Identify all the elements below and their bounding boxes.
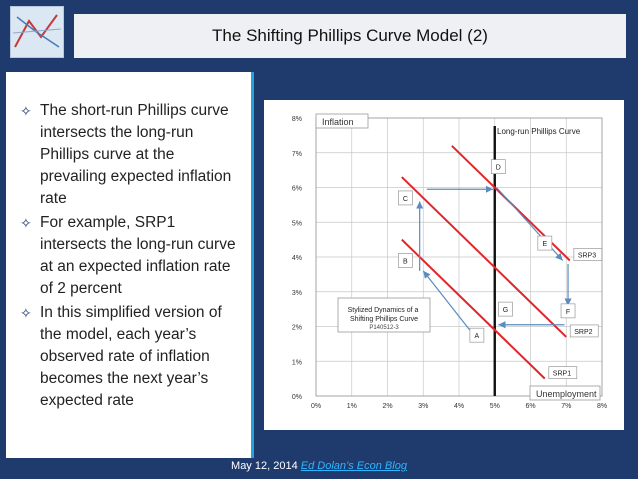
x-tick-label: 8% <box>597 403 607 410</box>
y-tick-label: 1% <box>292 359 302 366</box>
y-tick-labels: 0% 1% 2% 3% 4% 5% 6% 7% 8% <box>292 116 302 401</box>
point-label-box <box>498 301 513 317</box>
title-bar: The Shifting Phillips Curve Model (2) <box>74 14 626 58</box>
y-tick-label: 4% <box>292 255 302 262</box>
bullet-panel: ✧ The short-run Phillips curve intersect… <box>6 72 254 458</box>
x-tick-label: 4% <box>454 403 464 410</box>
point-label: C <box>403 196 408 203</box>
star-bullet-icon: ✧ <box>20 305 32 321</box>
star-bullet-icon: ✧ <box>20 215 32 231</box>
point-label-box <box>560 303 576 319</box>
logo-graphic <box>11 7 63 57</box>
short-run-curve-line <box>401 176 567 338</box>
bullet-item: ✧ The short-run Phillips curve intersect… <box>20 100 245 210</box>
point-label: D <box>496 165 501 172</box>
bullet-item: ✧ For example, SRP1 intersects the long-… <box>20 212 245 300</box>
blog-logo <box>10 6 64 58</box>
slide-title: The Shifting Phillips Curve Model (2) <box>212 26 488 45</box>
phillips-diagram-svg: 0% 1% 2% 3% 4% 5% 6% 7% 8% 0% 1% 2% 3% 4% 5% 6% 7% 8% In… <box>292 113 607 410</box>
curve-label: SRP2 <box>574 329 592 336</box>
x-tick-label: 7% <box>561 403 571 410</box>
point-label-box <box>490 159 506 175</box>
y-tick-label: 8% <box>292 116 302 123</box>
point-label-box <box>398 253 413 268</box>
x-tick-label: 6% <box>525 403 535 410</box>
x-tick-label: 1% <box>347 403 357 410</box>
footer-date: May 12, 2014 <box>231 460 298 472</box>
curve-label-box <box>569 324 599 338</box>
point-label: A <box>475 333 480 340</box>
y-tick-label: 3% <box>292 290 302 297</box>
point-label: G <box>503 307 508 314</box>
point-label-box <box>537 235 553 251</box>
x-tick-label: 0% <box>311 403 321 410</box>
bullet-text: The short-run Phillips curve intersects … <box>40 102 232 207</box>
curve-label: SRP1 <box>553 371 571 378</box>
x-tick-label: 2% <box>382 403 392 410</box>
lrpc-label: Long-run Phillips Curve <box>497 127 581 136</box>
x-axis-label: Unemployment <box>536 389 597 399</box>
bullet-text: In this simplified version of the model,… <box>40 304 222 409</box>
curve-label: SRP3 <box>578 252 596 259</box>
legend-box-title: Stylized Dynamics of a Shifting Phillips… <box>348 307 421 323</box>
y-tick-label: 5% <box>292 220 302 227</box>
y-axis-label-box <box>315 113 369 129</box>
short-run-curve-line <box>401 238 546 380</box>
bullet-item: ✧ In this simplified version of the mode… <box>20 302 245 412</box>
x-tick-label: 5% <box>490 403 500 410</box>
x-tick-labels: 0% 1% 2% 3% 4% 5% 6% 7% 8% <box>311 403 607 410</box>
star-bullet-icon: ✧ <box>20 103 32 119</box>
y-tick-label: 7% <box>292 151 302 158</box>
point-label-box <box>469 327 485 343</box>
curve-label-box <box>548 366 578 379</box>
point-label-box <box>398 190 413 206</box>
legend-box <box>337 297 431 333</box>
y-tick-label: 6% <box>292 186 302 193</box>
short-run-curves: SRP1 SRP2 SRP3 <box>401 145 603 380</box>
point-label: B <box>403 258 408 265</box>
legend-box-code: P140512-3 <box>369 325 399 331</box>
point-label: F <box>566 309 570 316</box>
point-label: E <box>542 241 547 248</box>
footer: May 12, 2014 Ed Dolan’s Econ Blog <box>0 460 638 472</box>
footer-link[interactable]: Ed Dolan’s Econ Blog <box>300 460 407 472</box>
y-axis-label: Inflation <box>322 117 354 127</box>
curve-label-box <box>573 248 603 261</box>
x-axis-label-box <box>529 385 601 401</box>
x-tick-label: 3% <box>418 403 428 410</box>
phillips-diagram: 0% 1% 2% 3% 4% 5% 6% 7% 8% 0% 1% 2% 3% 4% 5% 6% 7% 8% In… <box>264 100 624 430</box>
transition-arrow <box>496 187 564 261</box>
y-tick-label: 0% <box>292 394 302 401</box>
point-labels: A B C D E F G <box>398 159 576 343</box>
transition-arrow <box>422 270 471 331</box>
bullet-text: For example, SRP1 intersects the long-ru… <box>40 214 236 297</box>
y-tick-label: 2% <box>292 325 302 332</box>
